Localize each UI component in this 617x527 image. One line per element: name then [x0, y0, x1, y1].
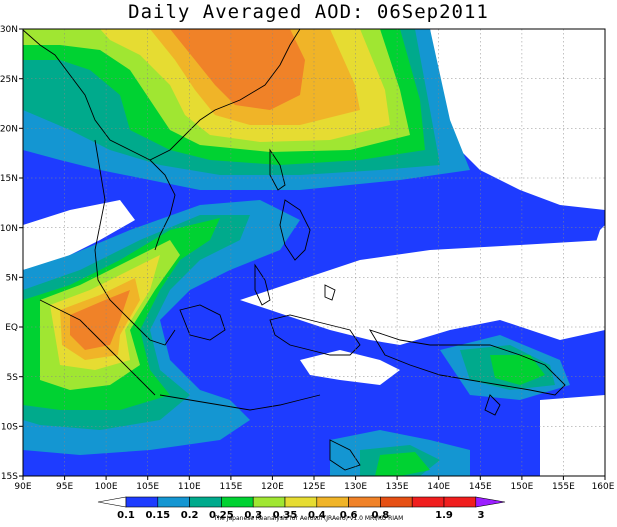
colorbar-segment — [125, 496, 159, 508]
colorbar-segment — [380, 496, 413, 508]
colorbar-label: 0.35 — [273, 510, 298, 521]
y-tick-label: 25N — [0, 75, 18, 85]
x-tick-label: 120E — [261, 482, 284, 492]
credit-text: The Japanese Reanalysis for Aerosol (JRA… — [213, 515, 404, 522]
x-tick-label: 145E — [469, 482, 492, 492]
colorbar-segment — [157, 496, 190, 508]
low-aod-region-north — [430, 29, 605, 210]
x-tick-label: 155E — [552, 482, 575, 492]
coastlines — [23, 29, 566, 471]
y-tick-label: 10N — [0, 224, 18, 234]
y-tick-label: EQ — [5, 323, 18, 333]
x-tick-label: 160E — [592, 482, 615, 492]
colorbar-segment — [443, 496, 477, 508]
x-tick-label: 100E — [95, 482, 118, 492]
x-tick-label: 105E — [136, 482, 159, 492]
y-tick-label: 20N — [0, 125, 18, 135]
x-tick-label: 150E — [510, 482, 533, 492]
y-tick-label: 5S — [7, 373, 19, 383]
y-tick-label: 30N — [0, 25, 18, 35]
x-tick-label: 130E — [344, 482, 367, 492]
colorbar-segment — [316, 496, 349, 508]
tick-marks — [19, 28, 606, 480]
colorbar-segment — [189, 496, 222, 508]
x-tick-label: 135E — [386, 482, 409, 492]
y-tick-label: 15S — [1, 472, 18, 482]
colorbar-label: 0.4 — [308, 510, 326, 521]
x-tick-label: 110E — [178, 482, 201, 492]
x-tick-label: 90E — [14, 482, 31, 492]
colorbar-segment — [284, 496, 318, 508]
grid-lines — [23, 29, 605, 476]
colorbar-label: 3 — [478, 510, 485, 521]
colorbar-segment — [97, 496, 127, 508]
y-tick-label: 15N — [0, 174, 18, 184]
colorbar-label: 0.2 — [181, 510, 199, 521]
low-aod-region-se — [540, 395, 605, 476]
low-aod-region-south — [300, 350, 400, 385]
x-tick-label: 95E — [56, 482, 73, 492]
aod-field — [23, 29, 605, 476]
colorbar — [97, 496, 506, 508]
x-tick-label: 140E — [427, 482, 450, 492]
colorbar-label: 0.6 — [340, 510, 358, 521]
x-tick-label: 125E — [303, 482, 326, 492]
colorbar-segment — [411, 496, 445, 508]
colorbar-label: 0.8 — [372, 510, 390, 521]
colorbar-label: 0.25 — [209, 510, 234, 521]
low-aod-region-west — [23, 200, 135, 270]
colorbar-label: 0.15 — [145, 510, 170, 521]
colorbar-segment — [221, 496, 254, 508]
colorbar-segment — [475, 496, 506, 508]
colorbar-segment — [348, 496, 381, 508]
colorbar-label: 0.3 — [244, 510, 262, 521]
x-tick-label: 115E — [219, 482, 242, 492]
y-tick-label: 5N — [6, 274, 18, 284]
colorbar-label: 0.1 — [117, 510, 135, 521]
y-tick-label: 10S — [1, 423, 18, 433]
colorbar-label: 1.9 — [435, 510, 453, 521]
low-aod-region-central — [240, 240, 605, 345]
colorbar-segment — [252, 496, 286, 508]
map-title: Daily Averaged AOD: 06Sep2011 — [128, 1, 489, 23]
